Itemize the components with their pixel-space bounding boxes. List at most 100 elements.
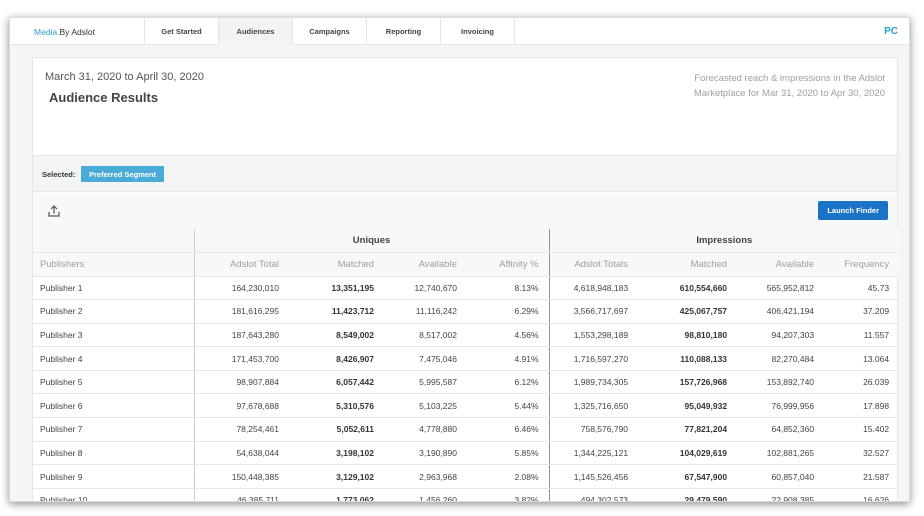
impressions-group-header: Impressions	[548, 229, 900, 253]
affinity-cell: 6.12%	[467, 370, 550, 395]
frequency-cell: 26.039	[824, 370, 900, 395]
frequency-cell: 21.587	[824, 464, 900, 489]
impressions-available-cell: 406,421,194	[737, 299, 825, 324]
frequency-cell: 37.209	[824, 299, 900, 324]
available-cell: 12,740,670	[384, 276, 467, 301]
col-affinity[interactable]: Affinity %	[467, 252, 550, 277]
impressions-matched-cell: 104,029,619	[638, 441, 738, 466]
impressions-available-cell: 153,892,740	[737, 370, 825, 395]
launch-finder-button[interactable]: Launch Finder	[818, 201, 888, 220]
available-cell: 1,456,260	[384, 488, 467, 501]
publisher-name-cell: Publisher 5	[33, 370, 194, 395]
group-header-empty	[33, 229, 194, 253]
adslot-totals-cell: 1,145,526,456	[548, 464, 639, 489]
matched-cell: 1,773,062	[289, 488, 384, 501]
table-row[interactable]: Publisher 8 54,638,044 3,198,102 3,190,890 5…	[33, 441, 900, 466]
nav-tab-get-started[interactable]: Get Started	[145, 18, 219, 45]
impressions-available-cell: 64,852,360	[737, 417, 825, 442]
frequency-cell: 45.73	[824, 276, 900, 301]
table-row[interactable]: Publisher 2 181,616,295 11,423,712 11,116,2…	[33, 299, 900, 324]
nav-tab-invoicing[interactable]: Invoicing	[441, 18, 515, 45]
results-toolbar: Launch Finder	[33, 193, 897, 229]
col-adslot-total[interactable]: Adslot Total	[193, 252, 289, 277]
table-row[interactable]: Publisher 1 164,230,010 13,351,195 12,740,6…	[33, 276, 900, 301]
col-adslot-totals[interactable]: Adslot Totals	[548, 252, 639, 277]
impressions-available-cell: 102,881,265	[737, 441, 825, 466]
col-impressions-matched[interactable]: Matched	[638, 252, 738, 277]
affinity-cell: 5.85%	[467, 441, 550, 466]
table-row[interactable]: Publisher 9 150,448,385 3,129,102 2,963,968…	[33, 464, 900, 489]
table-row[interactable]: Publisher 7 78,254,461 5,052,611 4,778,880 6…	[33, 417, 900, 442]
selected-segment-bar: Selected: Preferred Segment	[33, 155, 897, 192]
brand-logo[interactable]: Media. By Adslot	[10, 18, 145, 45]
adslot-total-cell: 181,616,295	[193, 299, 289, 324]
affinity-cell: 4.56%	[467, 323, 550, 348]
frequency-cell: 17.898	[824, 393, 900, 419]
available-cell: 3,190,890	[384, 441, 467, 466]
impressions-matched-cell: 95,049,932	[638, 393, 738, 419]
upload-icon[interactable]	[47, 204, 61, 218]
nav-tab-reporting[interactable]: Reporting	[367, 18, 441, 45]
adslot-totals-cell: 1,553,298,189	[548, 323, 639, 348]
adslot-totals-cell: 1,325,716,650	[548, 393, 639, 419]
available-cell: 5,103,225	[384, 393, 467, 419]
available-cell: 8,517,002	[384, 323, 467, 348]
adslot-total-cell: 78,254,461	[193, 417, 289, 442]
col-publishers[interactable]: Publishers	[33, 252, 194, 277]
affinity-cell: 4.91%	[467, 346, 550, 371]
col-frequency[interactable]: Frequency	[824, 252, 900, 277]
impressions-matched-cell: 110,088,133	[638, 346, 738, 371]
frequency-cell: 15.402	[824, 417, 900, 442]
publisher-name-cell: Publisher 8	[33, 441, 194, 466]
matched-cell: 3,129,102	[289, 464, 384, 489]
results-table-body: Publisher 1 164,230,010 13,351,195 12,740,6…	[33, 276, 900, 501]
table-row[interactable]: Publisher 6 97,678,688 5,310,576 5,103,225 5…	[33, 393, 900, 419]
matched-cell: 8,426,907	[289, 346, 384, 371]
column-header-row: Publishers Adslot Total Matched Availabl…	[33, 252, 900, 277]
impressions-matched-cell: 610,554,660	[638, 276, 738, 301]
affinity-cell: 8.13%	[467, 276, 550, 301]
affinity-cell: 6.46%	[467, 417, 550, 442]
matched-cell: 13,351,195	[289, 276, 384, 301]
frequency-cell: 13.064	[824, 346, 900, 371]
table-row[interactable]: Publisher 5 98,907,884 6,057,442 5,995,587 6…	[33, 370, 900, 395]
audience-results-table: Uniques Impressions Publishers Adslot To…	[33, 229, 900, 501]
matched-cell: 8,549,002	[289, 323, 384, 348]
user-initials-avatar[interactable]: PC	[884, 26, 898, 37]
nav-tab-campaigns[interactable]: Campaigns	[293, 18, 367, 45]
col-impressions-available[interactable]: Available	[737, 252, 825, 277]
date-range: March 31, 2020 to April 30, 2020	[45, 71, 204, 83]
available-cell: 2,963,968	[384, 464, 467, 489]
adslot-total-cell: 150,448,385	[193, 464, 289, 489]
publisher-name-cell: Publisher 4	[33, 346, 194, 371]
preferred-segment-chip[interactable]: Preferred Segment	[81, 166, 165, 182]
table-row[interactable]: Publisher 4 171,453,700 8,426,907 7,475,046…	[33, 346, 900, 371]
adslot-total-cell: 46,385,711	[193, 488, 289, 501]
affinity-cell: 5.44%	[467, 393, 550, 419]
table-row[interactable]: Publisher 10 46,385,711 1,773,062 1,456,260…	[33, 488, 900, 501]
matched-cell: 11,423,712	[289, 299, 384, 324]
adslot-total-cell: 98,907,884	[193, 370, 289, 395]
impressions-available-cell: 82,270,484	[737, 346, 825, 371]
frequency-cell: 11.557	[824, 323, 900, 348]
affinity-cell: 3.82%	[467, 488, 550, 501]
frequency-cell: 32.527	[824, 441, 900, 466]
impressions-available-cell: 60,857,040	[737, 464, 825, 489]
adslot-totals-cell: 494,302,573	[548, 488, 639, 501]
nav-tab-audiences[interactable]: Audiences	[219, 18, 293, 45]
table-row[interactable]: Publisher 3 187,643,280 8,549,002 8,517,002…	[33, 323, 900, 348]
adslot-totals-cell: 1,989,734,305	[548, 370, 639, 395]
selected-label: Selected:	[42, 170, 76, 179]
impressions-available-cell: 76,999,956	[737, 393, 825, 419]
available-cell: 4,778,880	[384, 417, 467, 442]
brand-part2: By Adslot	[59, 26, 95, 37]
affinity-cell: 6.29%	[467, 299, 550, 324]
page-title: Audience Results	[49, 90, 159, 105]
publisher-name-cell: Publisher 3	[33, 323, 194, 348]
affinity-cell: 2.08%	[467, 464, 550, 489]
col-available[interactable]: Available	[384, 252, 467, 277]
publisher-name-cell: Publisher 1	[33, 276, 194, 301]
impressions-matched-cell: 425,067,757	[638, 299, 738, 324]
adslot-total-cell: 164,230,010	[193, 276, 289, 301]
col-matched[interactable]: Matched	[289, 252, 384, 277]
